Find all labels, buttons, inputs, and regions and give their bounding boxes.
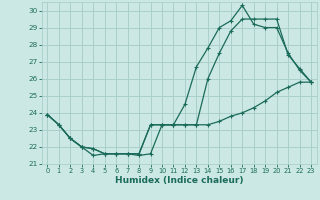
- X-axis label: Humidex (Indice chaleur): Humidex (Indice chaleur): [115, 176, 244, 185]
